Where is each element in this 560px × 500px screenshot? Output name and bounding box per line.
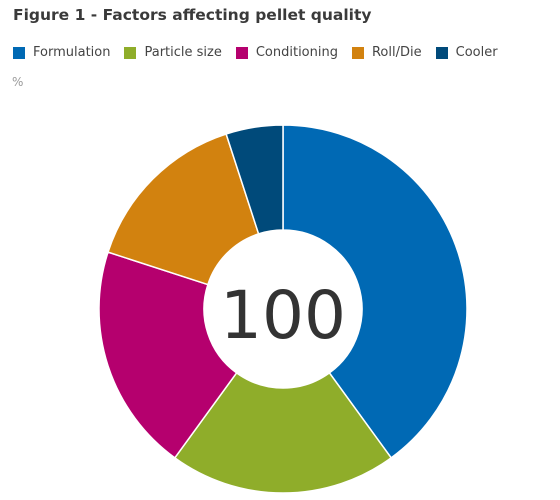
legend-item-particle-size[interactable]: Particle size: [124, 45, 222, 60]
legend-swatch-formulation: [13, 46, 25, 59]
legend-item-formulation[interactable]: Formulation: [13, 45, 110, 60]
slice-particle-size[interactable]: [173, 371, 393, 494]
chart-legend: Formulation Particle size Conditioning R…: [13, 45, 512, 60]
legend-swatch-conditioning: [235, 46, 248, 59]
legend-label-particle-size: Particle size: [144, 45, 222, 60]
donut-center-label: 100: [220, 277, 346, 354]
slice-formulation[interactable]: [282, 124, 468, 459]
slice-cooler[interactable]: [225, 124, 284, 235]
legend-swatch-particle-size: [124, 46, 137, 59]
legend-item-roll-die[interactable]: Roll/Die: [351, 45, 422, 60]
slice-roll-die[interactable]: [107, 133, 260, 286]
chart-title: Figure 1 - Factors affecting pellet qual…: [13, 6, 372, 24]
legend-swatch-roll-die: [351, 46, 364, 59]
legend-label-conditioning: Conditioning: [255, 45, 338, 60]
legend-label-roll-die: Roll/Die: [371, 45, 422, 60]
legend-label-formulation: Formulation: [33, 45, 111, 60]
legend-item-cooler[interactable]: Cooler: [435, 45, 498, 60]
legend-item-conditioning[interactable]: Conditioning: [235, 45, 338, 60]
donut-slices: [98, 124, 468, 494]
unit-label: %: [12, 75, 24, 89]
legend-label-cooler: Cooler: [455, 45, 498, 60]
slice-conditioning[interactable]: [98, 251, 238, 459]
legend-swatch-cooler: [435, 46, 448, 59]
